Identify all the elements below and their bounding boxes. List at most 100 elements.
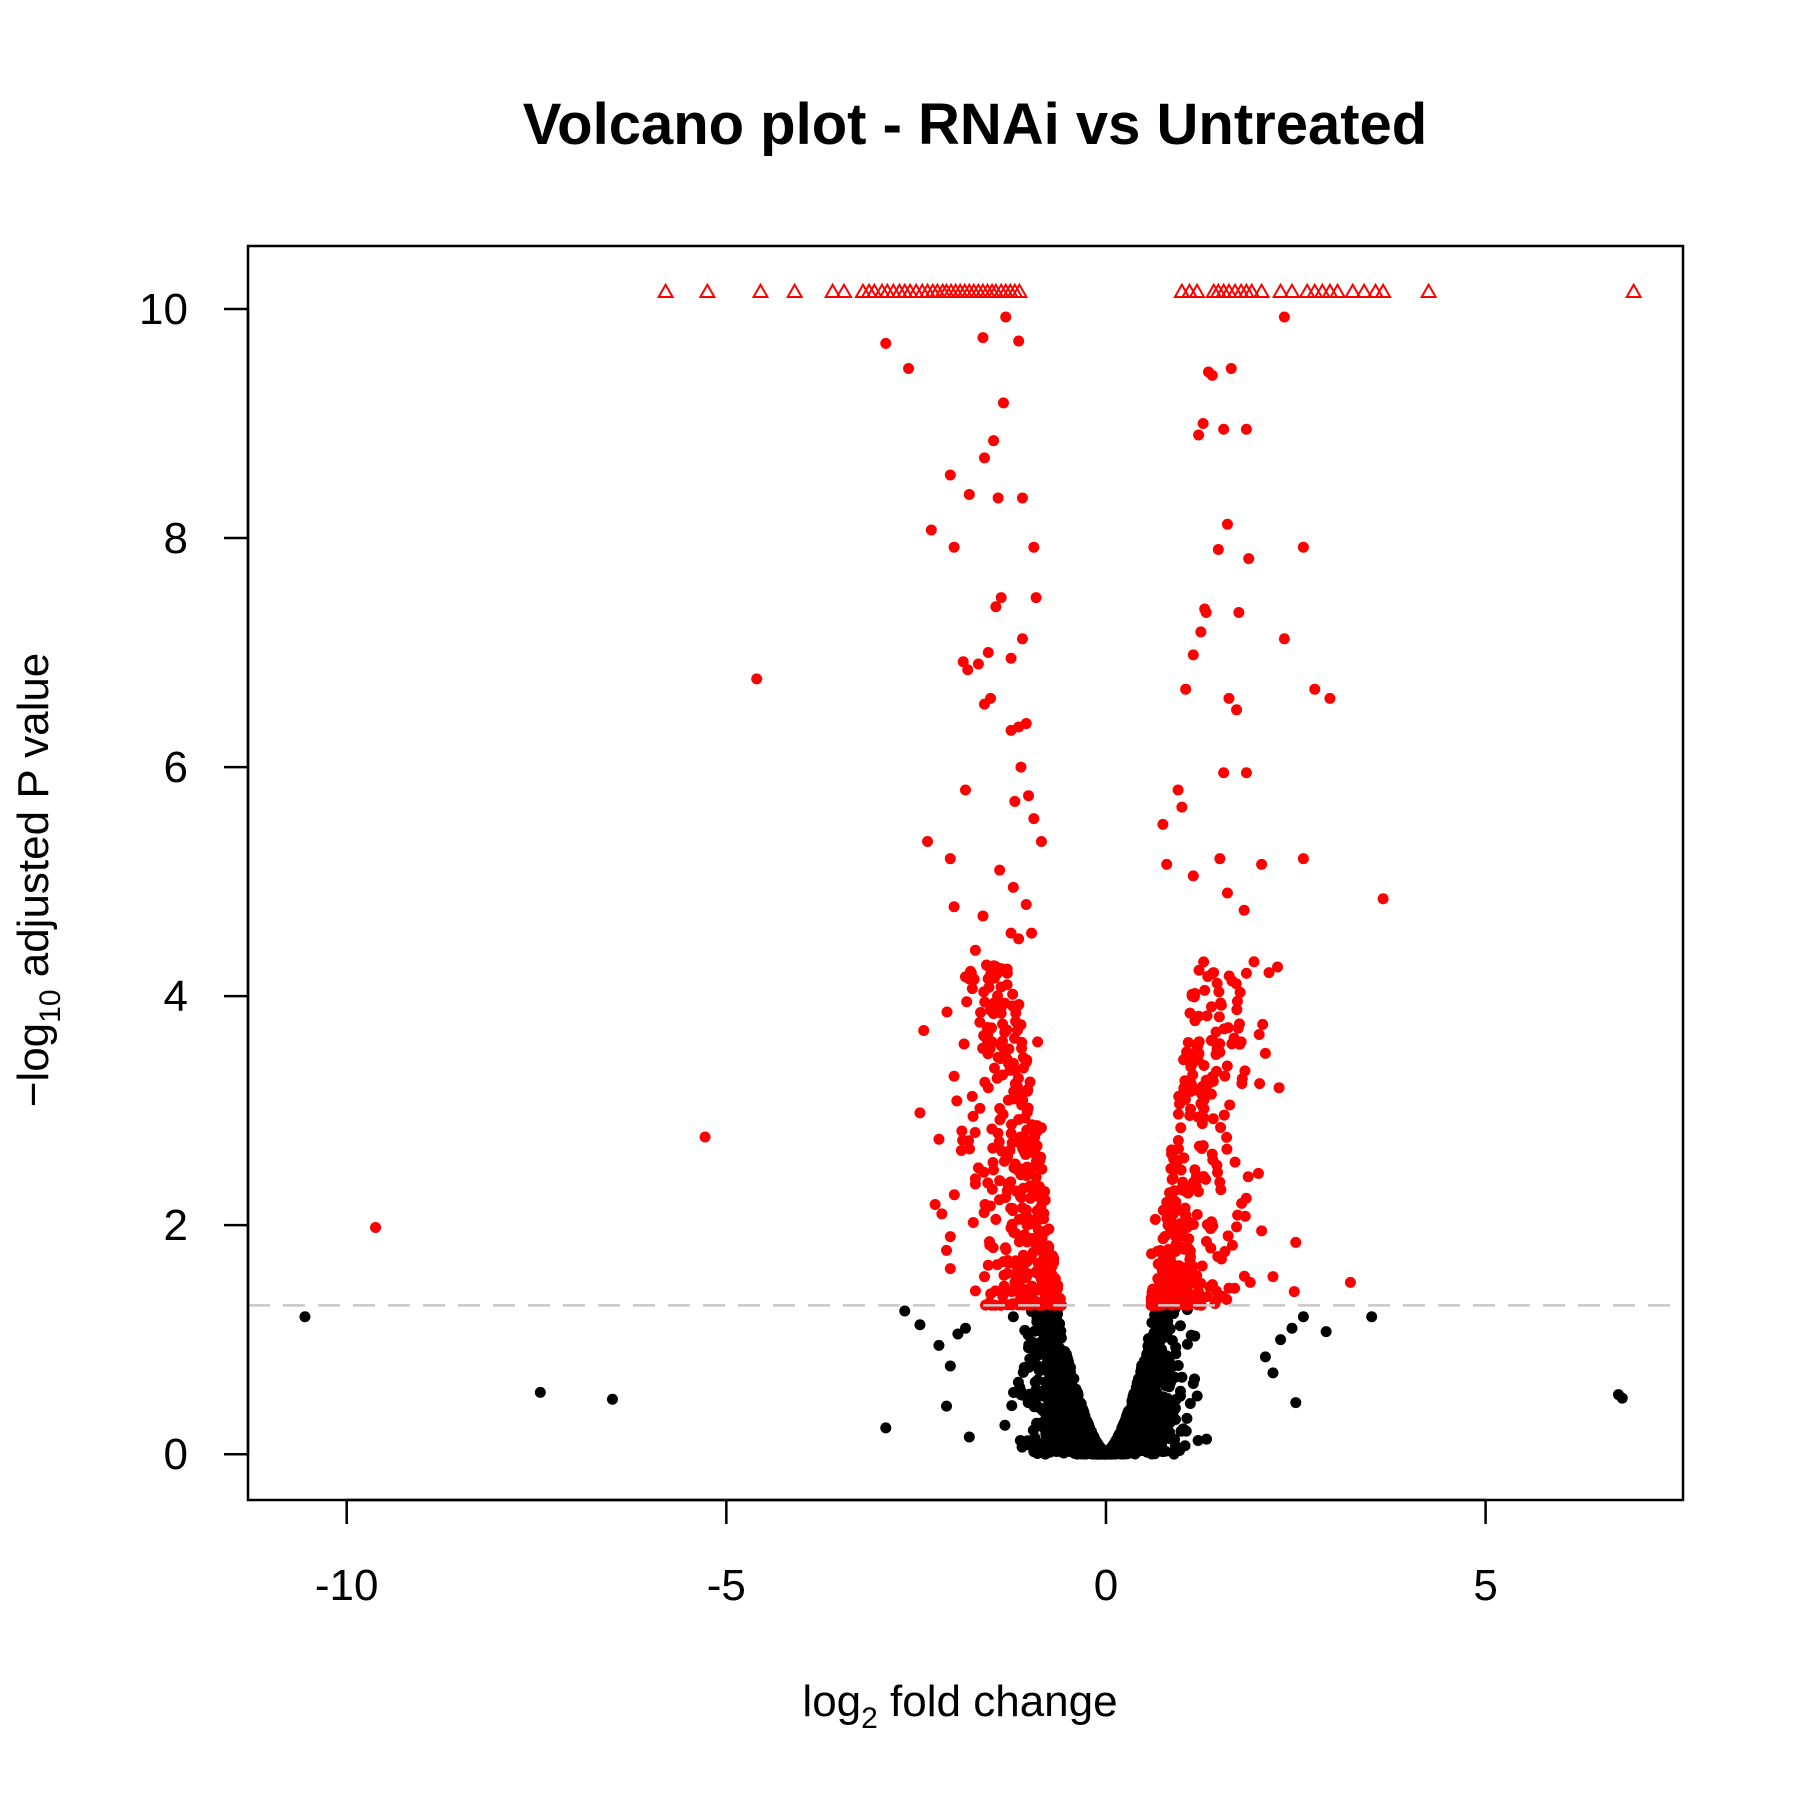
non-significant-point xyxy=(1201,1433,1213,1445)
significant-point xyxy=(1221,1131,1233,1143)
significant-point xyxy=(1267,1271,1279,1283)
significant-point xyxy=(948,1070,960,1082)
significant-point xyxy=(964,1143,976,1155)
significant-point xyxy=(1178,1054,1190,1066)
significant-point xyxy=(991,1072,1003,1084)
significant-point xyxy=(1009,1032,1021,1044)
significant-point xyxy=(1001,979,1013,991)
significant-point xyxy=(962,664,974,676)
significant-point xyxy=(1297,853,1309,865)
significant-point xyxy=(1205,1222,1217,1234)
non-significant-point xyxy=(1275,1334,1287,1346)
y-tick-label: 10 xyxy=(139,285,188,334)
significant-point xyxy=(1021,1106,1033,1118)
significant-point xyxy=(948,541,960,553)
significant-point xyxy=(1230,978,1242,990)
significant-point xyxy=(1244,1276,1256,1288)
significant-point xyxy=(984,1239,996,1251)
non-significant-point xyxy=(1033,1364,1045,1376)
significant-point xyxy=(1001,1185,1013,1197)
significant-point xyxy=(1215,999,1227,1011)
significant-point xyxy=(1146,1248,1158,1260)
y-axis-label-prefix: −log xyxy=(9,1023,58,1107)
significant-point xyxy=(1154,1283,1166,1295)
non-significant-point xyxy=(1016,1441,1028,1453)
non-significant-point xyxy=(1174,1444,1186,1456)
non-significant-point xyxy=(960,1322,971,1334)
significant-point xyxy=(1035,1241,1047,1253)
significant-point xyxy=(1001,1267,1013,1279)
significant-point xyxy=(1210,1026,1222,1038)
significant-point xyxy=(1221,887,1233,899)
significant-point xyxy=(1170,1196,1182,1208)
significant-point xyxy=(1028,541,1040,553)
significant-point xyxy=(1309,683,1321,695)
y-tick-label: 4 xyxy=(164,972,188,1021)
x-axis-label-subscript: 2 xyxy=(861,1702,878,1735)
significant-point xyxy=(1195,1098,1207,1110)
non-significant-point xyxy=(1189,1373,1201,1385)
significant-point xyxy=(1016,492,1028,504)
non-significant-point xyxy=(1162,1315,1174,1327)
significant-point xyxy=(1005,1222,1017,1234)
significant-point xyxy=(969,1178,981,1190)
significant-point xyxy=(1182,1233,1194,1245)
significant-point xyxy=(1161,858,1173,870)
significant-point xyxy=(1197,418,1209,430)
significant-point xyxy=(1035,1122,1047,1134)
significant-point xyxy=(1172,1108,1184,1120)
significant-point xyxy=(974,1102,986,1114)
significant-point xyxy=(1000,311,1012,323)
significant-point xyxy=(1252,1167,1264,1179)
significant-point xyxy=(1178,1152,1190,1164)
capped-significant-point xyxy=(656,282,675,299)
significant-point xyxy=(1377,893,1389,905)
non-significant-point xyxy=(1115,1429,1127,1441)
significant-point xyxy=(1193,1048,1205,1060)
significant-point xyxy=(1016,633,1028,645)
non-significant-point xyxy=(1079,1419,1091,1431)
y-axis-label-subscript: 10 xyxy=(34,989,67,1022)
significant-point xyxy=(1288,1286,1300,1298)
non-significant-point xyxy=(944,1360,956,1372)
significant-point xyxy=(1201,1010,1213,1022)
significant-point xyxy=(1006,1299,1018,1311)
non-significant-point xyxy=(1031,1437,1043,1449)
non-significant-point xyxy=(1176,1371,1188,1383)
significant-point xyxy=(1214,1176,1226,1188)
non-significant-point xyxy=(1117,1438,1129,1450)
significant-point xyxy=(979,996,991,1008)
significant-point xyxy=(1232,1022,1244,1034)
significant-point xyxy=(1021,1236,1033,1248)
significant-point xyxy=(1236,1073,1248,1085)
significant-point xyxy=(1044,1299,1056,1311)
significant-point xyxy=(1028,813,1040,825)
x-axis-label: log2 fold change xyxy=(802,1677,1117,1735)
non-significant-point xyxy=(1068,1419,1080,1431)
capped-significant-point xyxy=(835,282,853,299)
significant-point xyxy=(1221,518,1233,530)
non-significant-point xyxy=(1138,1410,1150,1422)
significant-point xyxy=(974,1016,986,1028)
significant-point xyxy=(988,1062,1000,1074)
significant-point xyxy=(1022,1268,1034,1280)
significant-point xyxy=(955,1144,967,1156)
significant-point xyxy=(1221,1143,1233,1155)
significant-point xyxy=(1007,881,1019,893)
significant-point xyxy=(1024,1192,1036,1204)
significant-point xyxy=(1205,1001,1217,1013)
significant-point xyxy=(1197,1140,1209,1152)
significant-point xyxy=(1253,1029,1265,1041)
significant-point xyxy=(1218,767,1230,779)
significant-point xyxy=(1015,1019,1027,1031)
non-significant-point xyxy=(1041,1316,1053,1328)
significant-point xyxy=(1173,1090,1185,1102)
significant-point xyxy=(1014,1190,1026,1202)
significant-point xyxy=(961,996,973,1008)
significant-point xyxy=(994,864,1006,876)
significant-point xyxy=(969,944,981,956)
non-significant-point xyxy=(1191,1390,1203,1402)
significant-point xyxy=(1256,858,1268,870)
non-significant-point xyxy=(1086,1434,1098,1446)
non-significant-point xyxy=(1039,1419,1051,1431)
